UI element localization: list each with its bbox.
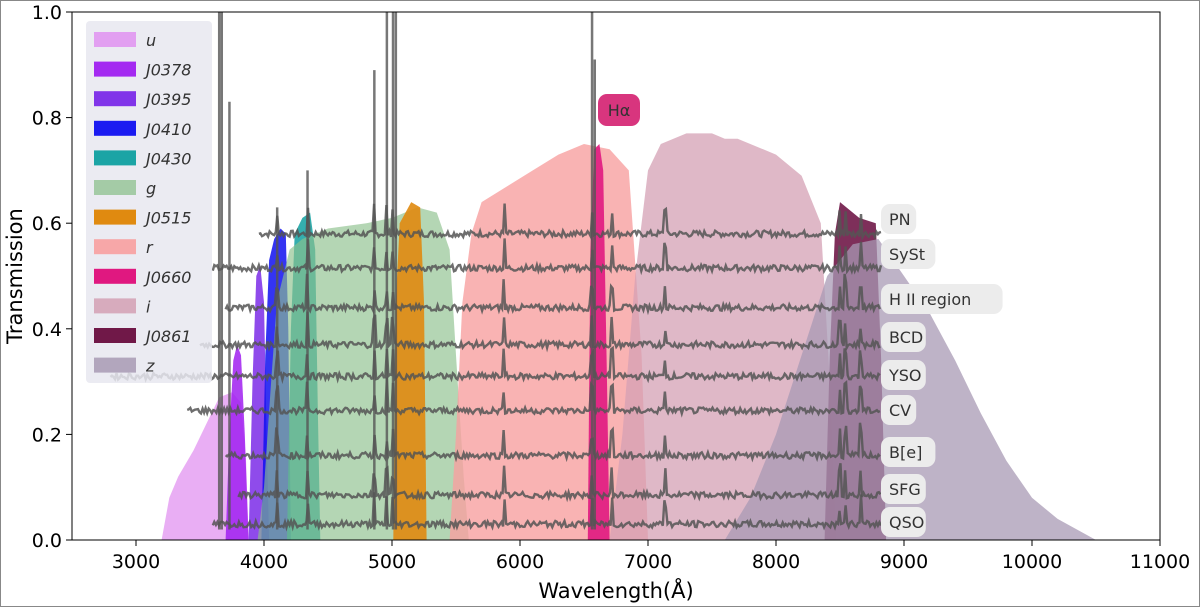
x-tick-label-4000: 4000 [240, 551, 288, 573]
legend-box [86, 21, 212, 383]
legend-swatch-j0430 [94, 150, 136, 166]
y-tick-label-1: 0.2 [32, 424, 62, 446]
object-label-box-sfg [881, 474, 926, 504]
legend-label-u: u [146, 31, 156, 50]
object-label-box-bcd [881, 322, 926, 352]
spectrum-qso [211, 492, 883, 532]
plot-frame [71, 11, 1161, 541]
legend-swatch-j0378 [94, 61, 136, 77]
legend-label-z: z [145, 357, 155, 376]
legend-label-j0430: J0430 [143, 149, 191, 168]
spectrum-sfg [237, 463, 882, 503]
legend-swatch-j0395 [94, 91, 136, 107]
y-axis-label: Transmission [3, 208, 27, 345]
x-tick-label-9000: 9000 [880, 551, 928, 573]
x-tick-label-3000: 3000 [112, 551, 160, 573]
spectrum-b-e [224, 422, 881, 463]
object-label-sfg: SFG [889, 480, 921, 499]
x-tick-label-6000: 6000 [496, 551, 544, 573]
legend-label-j0861: J0861 [143, 327, 191, 346]
x-axis-label: Wavelength(Å) [538, 577, 693, 603]
y-tick-label-2: 0.4 [32, 319, 62, 341]
legend-label-i: i [146, 297, 151, 316]
spectrum-cv [186, 377, 881, 418]
object-label-yso: YSO [888, 366, 922, 385]
object-label-box-h-ii-region [881, 284, 1003, 314]
object-label-box-b-e [881, 437, 936, 467]
axes: 3000 4000 5000 6000 7000 8000 9000 10000 11000 0.… [32, 2, 1190, 573]
legend-label-j0378: J0378 [143, 61, 191, 80]
x-tick-label-7000: 7000 [624, 551, 672, 573]
y-tick-label-4: 0.8 [32, 108, 62, 130]
legend-swatch-u [94, 32, 136, 47]
legend-swatch-j0515 [94, 209, 136, 225]
object-label-syst: SySt [889, 245, 925, 264]
y-tick-label-3: 0.6 [32, 213, 62, 235]
legend-label-g: g [146, 179, 156, 198]
object-label-box-syst [881, 239, 936, 269]
filter-curve-j0515 [393, 202, 427, 540]
object-label-box-qso [881, 507, 926, 537]
object-label-cv: CV [889, 401, 911, 420]
legend-label-j0515: J0515 [143, 209, 191, 228]
y-tick-label-0: 0.0 [32, 530, 62, 552]
spectrum-bcd [199, 311, 881, 353]
legend-swatch-j0861 [94, 328, 136, 343]
x-tick-label-5000: 5000 [368, 551, 416, 573]
spectrum-syst [211, 238, 883, 276]
halpha-annotation: Hα [598, 94, 640, 126]
spectrum-pn [258, 203, 882, 241]
object-label-bcd: BCD [889, 328, 923, 347]
legend-swatch-g [94, 180, 136, 195]
filter-curve-u [161, 392, 249, 540]
object-labels: PN SySt H II region BCD YSO CV B[e] SFG QSO [881, 204, 1003, 537]
x-tick-label-8000: 8000 [752, 551, 800, 573]
legend-label-j0410: J0410 [143, 120, 191, 139]
legend-label-j0660: J0660 [143, 268, 191, 287]
legend-swatch-i [94, 298, 136, 314]
x-tick-label-11000: 11000 [1130, 551, 1190, 573]
legend-swatch-j0410 [94, 120, 136, 136]
legend-swatch-z [94, 357, 136, 373]
legend-swatch-j0660 [94, 268, 136, 284]
object-label-box-pn [881, 204, 917, 234]
object-spectra [109, 12, 883, 532]
object-label-h-ii-region: H II region [889, 290, 971, 309]
legend-label-j0395: J0395 [143, 90, 191, 109]
object-label-qso: QSO [889, 513, 924, 532]
y-tick-label-5: 1.0 [32, 2, 62, 24]
halpha-label-box [598, 94, 640, 126]
object-label-box-yso [881, 360, 926, 390]
legend: u J0378 J0395 J0410 J0430 g J0515 r J0660 i J0861 z [86, 21, 212, 383]
object-label-box-cv [881, 395, 917, 425]
x-tick-label-10000: 10000 [1002, 551, 1062, 573]
spectrum-h-ii-region [224, 273, 882, 316]
legend-label-r: r [146, 238, 154, 257]
legend-swatch-r [94, 239, 136, 255]
object-label-pn: PN [889, 210, 911, 229]
object-label-b-e: B[e] [889, 443, 922, 462]
spectrum-yso [109, 345, 881, 385]
halpha-label: Hα [608, 101, 631, 120]
